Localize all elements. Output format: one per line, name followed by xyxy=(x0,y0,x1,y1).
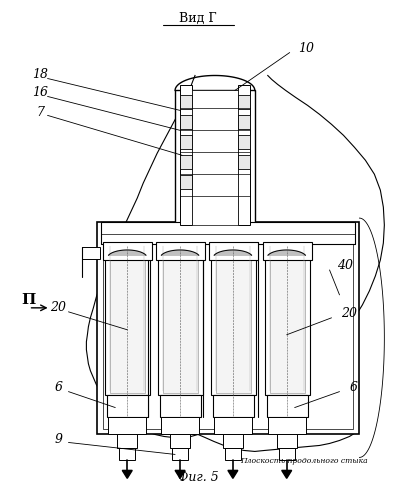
Bar xyxy=(119,448,135,460)
Text: 20: 20 xyxy=(341,308,357,320)
Text: П: П xyxy=(21,293,36,307)
Polygon shape xyxy=(175,470,185,478)
Polygon shape xyxy=(282,470,292,478)
Bar xyxy=(211,244,256,394)
Bar xyxy=(268,416,306,434)
Bar xyxy=(117,434,137,448)
Bar xyxy=(105,244,150,394)
Bar xyxy=(180,175,192,189)
Bar xyxy=(209,242,258,260)
Bar xyxy=(180,116,192,130)
Text: Вид Г: Вид Г xyxy=(179,12,217,25)
Bar xyxy=(156,242,205,260)
Bar xyxy=(103,242,152,260)
Polygon shape xyxy=(228,470,238,478)
Bar xyxy=(223,434,243,448)
Bar xyxy=(110,246,145,392)
Text: 18: 18 xyxy=(33,68,48,81)
Bar xyxy=(103,228,353,428)
Text: 9: 9 xyxy=(54,433,62,446)
Polygon shape xyxy=(87,76,384,452)
Bar xyxy=(97,222,359,434)
Bar xyxy=(267,394,308,416)
Bar xyxy=(180,86,192,225)
Bar xyxy=(225,448,241,460)
Text: 16: 16 xyxy=(33,86,48,99)
Bar xyxy=(107,394,148,416)
Bar xyxy=(270,246,304,392)
Bar xyxy=(216,246,251,392)
Text: Плоскость продольного стыка: Плоскость продольного стыка xyxy=(240,458,367,466)
Bar xyxy=(214,416,252,434)
Bar xyxy=(180,136,192,149)
Bar xyxy=(158,244,203,394)
Text: Фиг. 5: Фиг. 5 xyxy=(177,471,218,484)
Bar xyxy=(238,116,250,130)
Bar xyxy=(170,434,190,448)
Text: 40: 40 xyxy=(337,260,353,272)
Polygon shape xyxy=(268,250,305,255)
Bar xyxy=(180,96,192,110)
Bar xyxy=(180,156,192,169)
Polygon shape xyxy=(108,250,146,255)
Bar xyxy=(265,244,310,394)
Bar xyxy=(101,222,355,244)
Bar xyxy=(238,136,250,149)
Polygon shape xyxy=(214,250,252,255)
Bar xyxy=(238,86,250,225)
Bar xyxy=(83,247,100,259)
Bar xyxy=(213,394,254,416)
Bar xyxy=(263,242,312,260)
Bar xyxy=(279,448,295,460)
Text: 6: 6 xyxy=(54,381,62,394)
Bar xyxy=(160,394,201,416)
Bar xyxy=(238,156,250,169)
Bar xyxy=(172,448,188,460)
Text: 10: 10 xyxy=(298,42,314,55)
Bar xyxy=(192,90,238,225)
Text: 7: 7 xyxy=(37,106,44,119)
Text: 6: 6 xyxy=(349,381,357,394)
Bar xyxy=(161,416,199,434)
Bar xyxy=(163,246,198,392)
Text: 20: 20 xyxy=(50,302,66,314)
Polygon shape xyxy=(161,250,199,255)
Bar xyxy=(108,416,146,434)
Bar xyxy=(238,96,250,110)
Bar xyxy=(175,90,255,225)
Bar xyxy=(277,434,297,448)
Polygon shape xyxy=(122,470,132,478)
